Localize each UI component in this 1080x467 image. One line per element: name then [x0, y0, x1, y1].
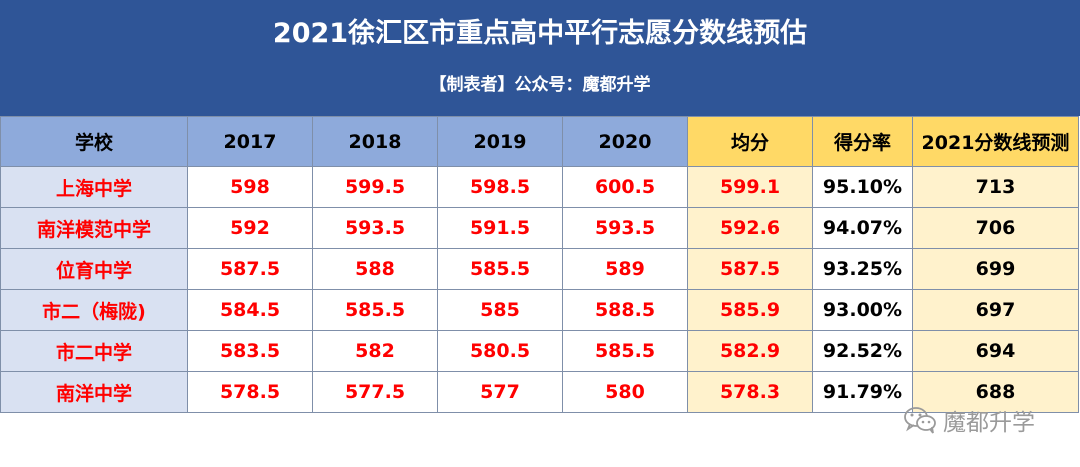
score-rate: 95.10% [812, 166, 913, 208]
score-2018: 593.5 [312, 207, 438, 249]
table-row: 南洋中学 578.5 577.5 577 580 578.3 91.79% 68… [0, 371, 1079, 413]
score-2017: 584.5 [187, 289, 313, 331]
page-title: 2021徐汇区市重点高中平行志愿分数线预估 [272, 18, 808, 49]
school-name: 位育中学 [0, 248, 188, 290]
score-2018: 588 [312, 248, 438, 290]
score-prediction: 697 [912, 289, 1079, 331]
score-prediction: 688 [912, 371, 1079, 413]
header-rate: 得分率 [812, 116, 913, 167]
score-rate: 93.25% [812, 248, 913, 290]
table-row: 市二（梅陇) 584.5 585.5 585 588.5 585.9 93.00… [0, 289, 1079, 331]
score-prediction: 706 [912, 207, 1079, 249]
header-school: 学校 [0, 116, 188, 167]
wechat-icon [904, 407, 936, 434]
school-name: 南洋模范中学 [0, 207, 188, 249]
header-prediction: 2021分数线预测 [912, 116, 1079, 167]
score-2019: 591.5 [437, 207, 563, 249]
score-avg: 599.1 [687, 166, 813, 208]
score-rate: 93.00% [812, 289, 913, 331]
score-avg: 587.5 [687, 248, 813, 290]
header-row: 学校 2017 2018 2019 2020 均分 得分率 2021分数线预测 [0, 116, 1079, 167]
score-2020: 593.5 [562, 207, 688, 249]
score-2017: 583.5 [187, 330, 313, 372]
score-2019: 585.5 [437, 248, 563, 290]
score-prediction: 713 [912, 166, 1079, 208]
score-2019: 577 [437, 371, 563, 413]
score-avg: 582.9 [687, 330, 813, 372]
score-table: 学校 2017 2018 2019 2020 均分 得分率 2021分数线预测 … [0, 116, 1079, 413]
score-2017: 578.5 [187, 371, 313, 413]
page-subtitle: 【制表者】公众号：魔都升学 [429, 75, 651, 95]
score-2020: 585.5 [562, 330, 688, 372]
score-2020: 588.5 [562, 289, 688, 331]
score-avg: 578.3 [687, 371, 813, 413]
score-2018: 582 [312, 330, 438, 372]
header-2019: 2019 [437, 116, 563, 167]
school-name: 上海中学 [0, 166, 188, 208]
score-2019: 585 [437, 289, 563, 331]
table-row: 市二中学 583.5 582 580.5 585.5 582.9 92.52% … [0, 330, 1079, 372]
score-2019: 580.5 [437, 330, 563, 372]
table-row: 上海中学 598 599.5 598.5 600.5 599.1 95.10% … [0, 166, 1079, 208]
score-prediction: 694 [912, 330, 1079, 372]
score-rate: 91.79% [812, 371, 913, 413]
school-name: 南洋中学 [0, 371, 188, 413]
school-name: 市二（梅陇) [0, 289, 188, 331]
score-2019: 598.5 [437, 166, 563, 208]
table-row: 南洋模范中学 592 593.5 591.5 593.5 592.6 94.07… [0, 207, 1079, 249]
header-2018: 2018 [312, 116, 438, 167]
header-2017: 2017 [187, 116, 313, 167]
score-avg: 592.6 [687, 207, 813, 249]
score-2020: 600.5 [562, 166, 688, 208]
school-name: 市二中学 [0, 330, 188, 372]
title-banner: 2021徐汇区市重点高中平行志愿分数线预估 【制表者】公众号：魔都升学 [0, 0, 1080, 116]
score-2018: 577.5 [312, 371, 438, 413]
score-2017: 592 [187, 207, 313, 249]
score-avg: 585.9 [687, 289, 813, 331]
table-row: 位育中学 587.5 588 585.5 589 587.5 93.25% 69… [0, 248, 1079, 290]
watermark: 魔都升学 [903, 400, 1035, 440]
watermark-text: 魔都升学 [943, 410, 1035, 436]
header-avg: 均分 [687, 116, 813, 167]
score-rate: 92.52% [812, 330, 913, 372]
score-prediction: 699 [912, 248, 1079, 290]
score-2018: 599.5 [312, 166, 438, 208]
header-2020: 2020 [562, 116, 688, 167]
score-2020: 580 [562, 371, 688, 413]
score-2017: 598 [187, 166, 313, 208]
score-2018: 585.5 [312, 289, 438, 331]
score-rate: 94.07% [812, 207, 913, 249]
score-2020: 589 [562, 248, 688, 290]
score-2017: 587.5 [187, 248, 313, 290]
